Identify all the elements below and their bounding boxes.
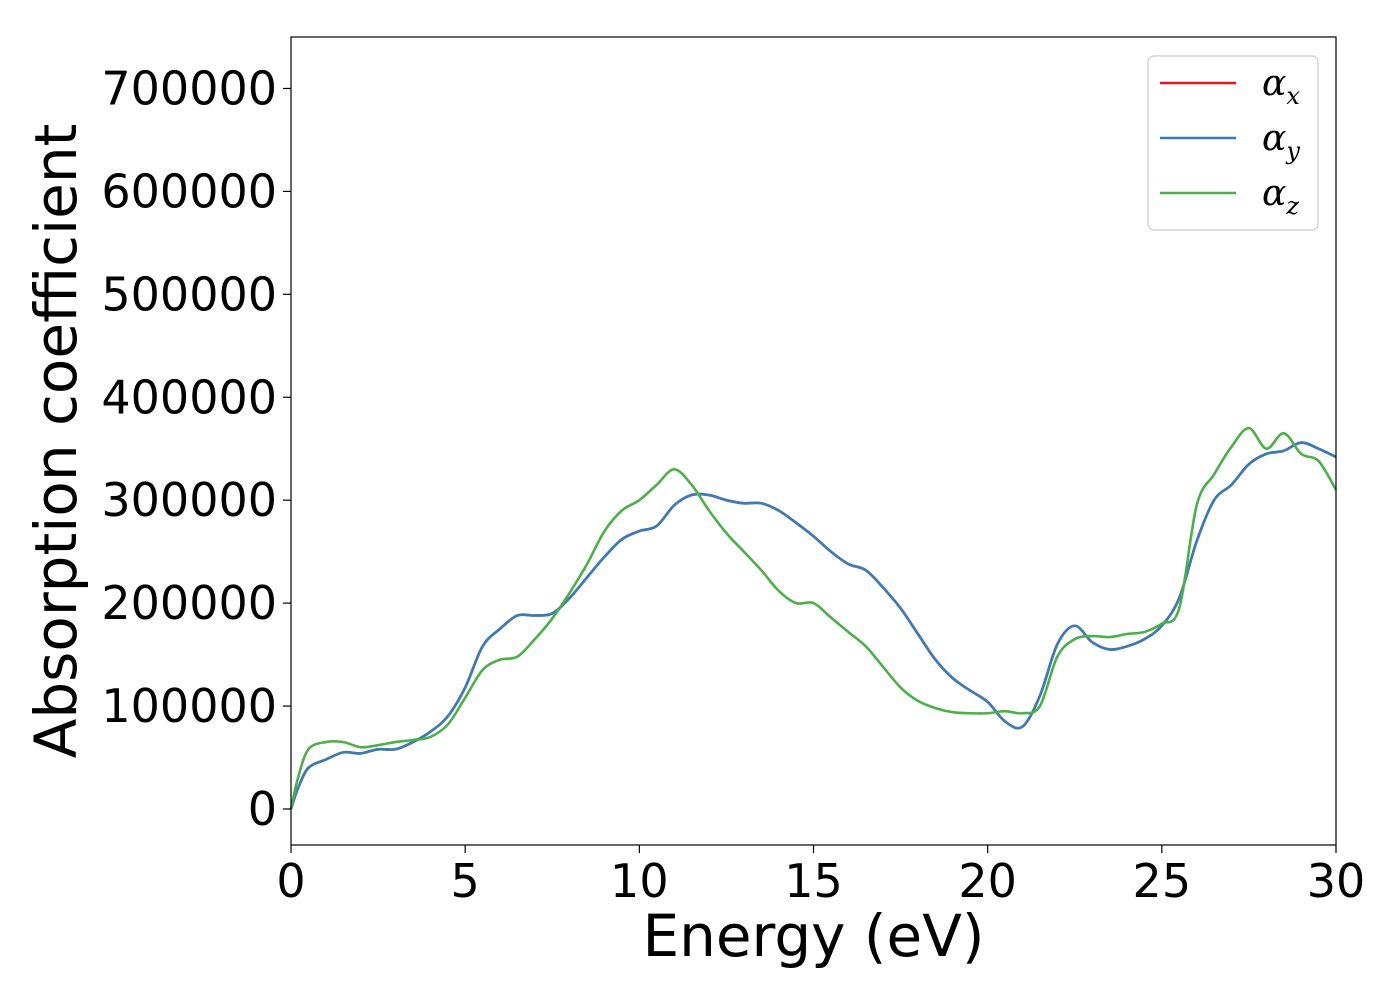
y-tick-label: 200000	[101, 576, 277, 630]
x-tick-label: 5	[451, 854, 480, 908]
legend-box	[1147, 55, 1319, 231]
legend: αx αy αz	[1147, 55, 1319, 231]
x-tick-label: 30	[1307, 854, 1366, 908]
x-tick-label: 10	[610, 854, 669, 908]
y-tick-label: 500000	[101, 267, 277, 321]
y-tick-label: 300000	[101, 473, 277, 527]
series-line-z	[289, 426, 1338, 810]
y-tick-label: 700000	[101, 61, 277, 115]
x-tick-label: 20	[958, 854, 1017, 908]
y-tick-label: 600000	[101, 164, 277, 218]
y-tick-label: 100000	[101, 679, 277, 733]
series-line-y	[289, 441, 1337, 810]
x-tick-label: 15	[784, 854, 843, 908]
y-tick-label: 400000	[101, 370, 277, 424]
series-layer	[289, 426, 1338, 810]
legend-label-x: αx	[1262, 63, 1300, 110]
series-line-x	[289, 441, 1337, 810]
y-axis-label: Absorption coefficient	[22, 124, 90, 759]
legend-label-y: αy	[1262, 118, 1300, 165]
x-tick-label: 25	[1133, 854, 1192, 908]
y-axis-ticks: 0 100000 200000 300000 400000 500000 600000 700…	[101, 61, 291, 836]
legend-label-z: αz	[1262, 173, 1299, 220]
x-axis-ticks: 0 5 10 15 20 25 30	[276, 845, 1365, 908]
x-tick-label: 0	[276, 854, 305, 908]
x-axis-label: Energy (eV)	[642, 902, 984, 970]
y-tick-label: 0	[248, 782, 277, 836]
